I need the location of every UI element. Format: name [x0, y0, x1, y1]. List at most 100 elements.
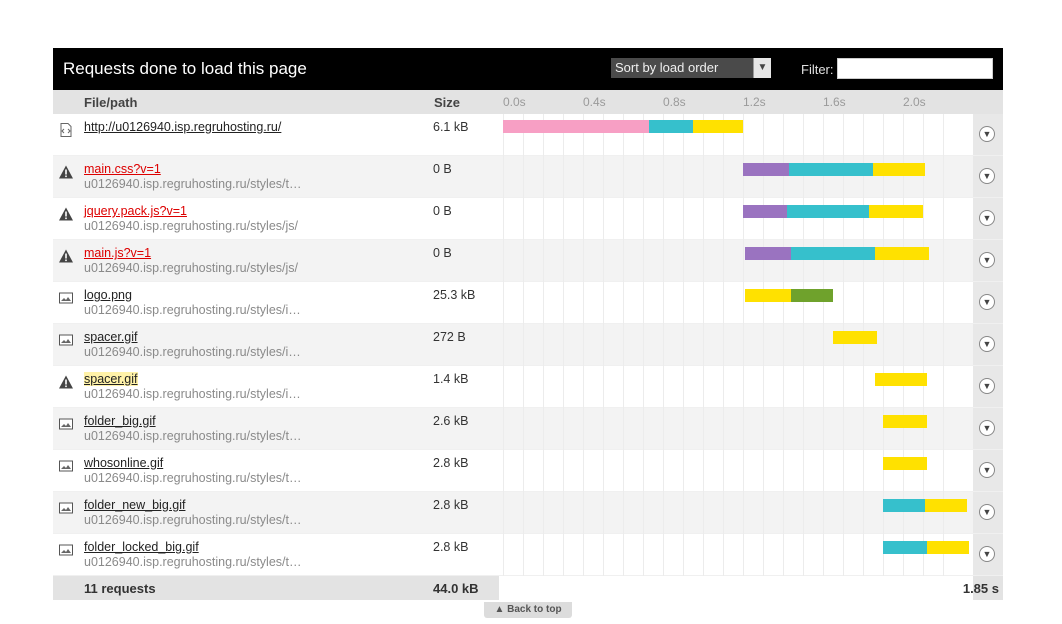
expand-toggle[interactable]: ▼	[973, 492, 1003, 533]
timeline-gridline	[723, 366, 724, 408]
chevron-down-icon[interactable]: ▼	[753, 58, 771, 78]
request-file-link[interactable]: logo.png	[84, 288, 132, 302]
expand-toggle[interactable]: ▼	[973, 534, 1003, 575]
timeline-gridline	[723, 492, 724, 534]
timeline-gridline	[903, 366, 904, 408]
request-timeline	[503, 156, 973, 198]
image-icon	[58, 458, 74, 474]
timing-bar-receiving	[875, 247, 929, 260]
timeline-gridline	[643, 240, 644, 282]
request-file-link[interactable]: whosonline.gif	[84, 456, 164, 470]
request-row[interactable]: main.js?v=1 u0126940.isp.regruhosting.ru/…	[53, 240, 1003, 282]
timeline-gridline	[663, 114, 664, 156]
timeline-gridline	[883, 240, 884, 282]
back-to-top-button[interactable]: ▲ Back to top	[484, 602, 572, 618]
chevron-down-icon[interactable]: ▼	[979, 378, 995, 394]
chevron-down-icon[interactable]: ▼	[979, 504, 995, 520]
filter-label: Filter:	[801, 62, 834, 77]
request-file-link[interactable]: folder_locked_big.gif	[84, 540, 199, 554]
image-icon	[58, 332, 74, 348]
chevron-down-icon[interactable]: ▼	[979, 294, 995, 310]
expand-toggle[interactable]: ▼	[973, 366, 1003, 407]
timeline-tick-label: 0.0s	[503, 95, 526, 109]
timeline-gridline	[543, 324, 544, 366]
warning-icon	[58, 206, 74, 222]
timeline-gridline	[643, 492, 644, 534]
request-file-link[interactable]: main.js?v=1	[84, 246, 152, 260]
timeline-gridline	[763, 408, 764, 450]
request-timeline	[503, 408, 973, 450]
expand-toggle[interactable]: ▼	[973, 114, 1003, 155]
request-file-link[interactable]: spacer.gif	[84, 372, 138, 386]
chevron-down-icon[interactable]: ▼	[979, 462, 995, 478]
request-file-link[interactable]: folder_new_big.gif	[84, 498, 186, 512]
timeline-gridline	[563, 450, 564, 492]
timeline-gridline	[783, 156, 784, 198]
request-size: 272 B	[433, 330, 466, 344]
chevron-down-icon[interactable]: ▼	[979, 168, 995, 184]
request-file-link[interactable]: spacer.gif	[84, 330, 138, 344]
filter-input[interactable]	[837, 58, 993, 79]
request-row[interactable]: folder_new_big.gif u0126940.isp.regruhost…	[53, 492, 1003, 534]
timeline-gridline	[563, 492, 564, 534]
timeline-gridline	[923, 450, 924, 492]
timeline-gridline	[803, 534, 804, 576]
chevron-down-icon[interactable]: ▼	[979, 546, 995, 562]
timeline-gridline	[623, 492, 624, 534]
expand-toggle[interactable]: ▼	[973, 324, 1003, 365]
timeline-gridline	[903, 408, 904, 450]
expand-toggle[interactable]: ▼	[973, 408, 1003, 449]
timeline-gridline	[523, 114, 524, 156]
request-row[interactable]: whosonline.gif u0126940.isp.regruhosting.…	[53, 450, 1003, 492]
timeline-gridline	[663, 282, 664, 324]
request-row[interactable]: spacer.gif u0126940.isp.regruhosting.ru/s…	[53, 324, 1003, 366]
request-row[interactable]: spacer.gif u0126940.isp.regruhosting.ru/s…	[53, 366, 1003, 408]
timeline-gridline	[883, 114, 884, 156]
timeline-gridline	[683, 492, 684, 534]
timeline-gridline	[763, 366, 764, 408]
timeline-gridline	[923, 408, 924, 450]
request-row[interactable]: folder_locked_big.gif u0126940.isp.regruh…	[53, 534, 1003, 576]
chevron-down-icon[interactable]: ▼	[979, 210, 995, 226]
request-file-link[interactable]: http://u0126940.isp.regruhosting.ru/	[84, 120, 282, 134]
timeline-gridline	[823, 282, 824, 324]
timeline-gridline	[943, 324, 944, 366]
timeline-gridline	[563, 366, 564, 408]
timeline-gridline	[923, 282, 924, 324]
request-row[interactable]: jquery.pack.js?v=1 u0126940.isp.regruhost…	[53, 198, 1003, 240]
timeline-gridline	[543, 450, 544, 492]
expand-toggle[interactable]: ▼	[973, 450, 1003, 491]
request-file-link[interactable]: jquery.pack.js?v=1	[84, 204, 187, 218]
chevron-down-icon[interactable]: ▼	[979, 126, 995, 142]
request-row[interactable]: folder_big.gif u0126940.isp.regruhosting.…	[53, 408, 1003, 450]
timeline-gridline	[583, 492, 584, 534]
timeline-gridline	[683, 114, 684, 156]
timeline-tick-label: 1.6s	[823, 95, 846, 109]
sort-select[interactable]: Sort by load order ▼	[611, 58, 771, 78]
timeline-gridline	[543, 282, 544, 324]
timeline-gridline	[903, 114, 904, 156]
request-row[interactable]: http://u0126940.isp.regruhosting.ru/6.1 …	[53, 114, 1003, 156]
expand-toggle[interactable]: ▼	[973, 282, 1003, 323]
expand-toggle[interactable]: ▼	[973, 156, 1003, 197]
timeline-gridline	[823, 240, 824, 282]
expand-toggle[interactable]: ▼	[973, 240, 1003, 281]
request-file-link[interactable]: folder_big.gif	[84, 414, 156, 428]
request-path: u0126940.isp.regruhosting.ru/styles/t…	[84, 513, 302, 527]
request-row[interactable]: main.css?v=1 u0126940.isp.regruhosting.ru…	[53, 156, 1003, 198]
timeline-gridline	[583, 240, 584, 282]
timeline-gridline	[583, 156, 584, 198]
timeline-gridline	[583, 366, 584, 408]
request-file-link[interactable]: main.css?v=1	[84, 162, 161, 176]
request-timeline	[503, 198, 973, 240]
timeline-gridline	[903, 324, 904, 366]
timeline-gridline	[743, 408, 744, 450]
chevron-down-icon[interactable]: ▼	[979, 420, 995, 436]
timeline-gridline	[583, 282, 584, 324]
chevron-down-icon[interactable]: ▼	[979, 336, 995, 352]
expand-toggle[interactable]: ▼	[973, 198, 1003, 239]
request-row[interactable]: logo.png u0126940.isp.regruhosting.ru/sty…	[53, 282, 1003, 324]
timeline-gridline	[503, 240, 504, 282]
timeline-gridline	[703, 156, 704, 198]
chevron-down-icon[interactable]: ▼	[979, 252, 995, 268]
